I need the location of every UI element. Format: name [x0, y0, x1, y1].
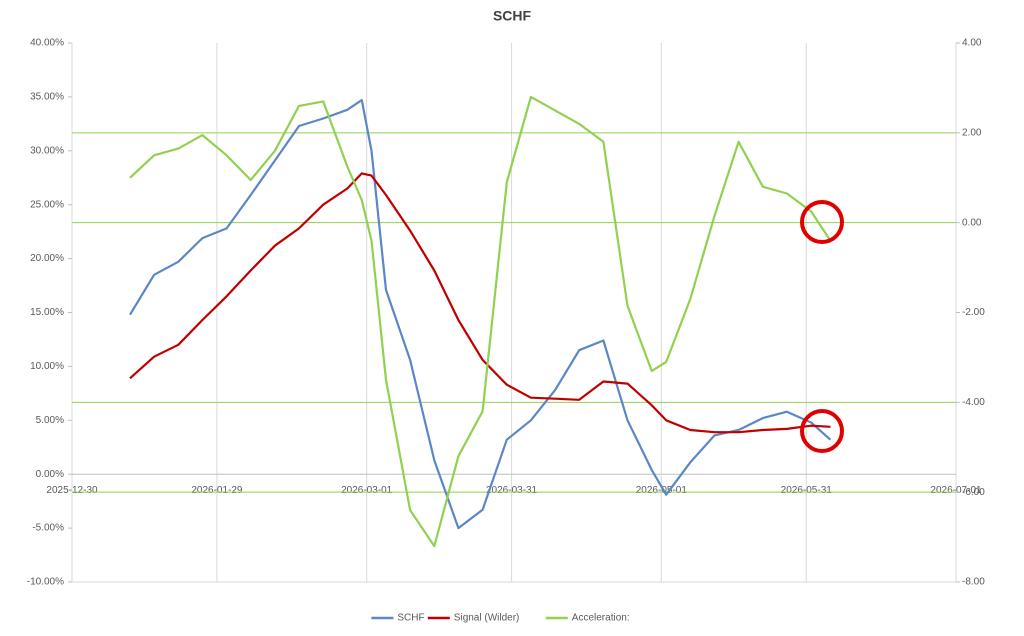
- legend-label: Signal (Wilder): [454, 613, 520, 624]
- y-tick-label: 20.00%: [30, 253, 64, 264]
- x-tick-label: 2026-03-31: [486, 485, 538, 496]
- y-tick-label: 35.00%: [30, 92, 64, 103]
- series-line: [129, 95, 832, 548]
- y-tick-label: 5.00%: [36, 415, 64, 426]
- plot: 2025-12-30 2026-01-29 2026-03-01 2026-03-31…: [27, 38, 985, 624]
- y2-tick-label: 4.00: [962, 38, 982, 49]
- y2-tick-label: 2.00: [962, 127, 982, 138]
- x-tick-label: 2026-05-01: [636, 485, 688, 496]
- series-line: [129, 172, 831, 434]
- chart-title: SCHF: [493, 8, 532, 24]
- x-tick-label: 2026-07-01: [930, 485, 982, 496]
- y-tick-label: 25.00%: [30, 199, 64, 210]
- y-tick-label: -5.00%: [32, 523, 64, 534]
- y2-tick-label: -6.00: [962, 487, 985, 498]
- y-tick-label: -10.00%: [27, 577, 64, 588]
- legend-label: Acceleration:: [572, 613, 630, 624]
- x-tick-label: 2025-12-30: [46, 485, 98, 496]
- y-tick-label: 40.00%: [30, 38, 64, 49]
- y-tick-label: 15.00%: [30, 307, 64, 318]
- y2-tick-label: 0.00: [962, 217, 982, 228]
- y-tick-label: 30.00%: [30, 145, 64, 156]
- y2-tick-label: -2.00: [962, 307, 985, 318]
- y2-tick-label: -4.00: [962, 397, 985, 408]
- y2-tick-label: -8.00: [962, 577, 985, 588]
- x-tick-label: 2026-01-29: [191, 485, 243, 496]
- highlight-circle: [800, 409, 844, 453]
- series-line: [129, 99, 832, 530]
- legend-label: SCHF: [397, 613, 424, 624]
- x-tick-label: 2026-05-31: [781, 485, 833, 496]
- x-tick-label: 2026-03-01: [341, 485, 393, 496]
- highlight-circle: [800, 200, 844, 244]
- y-tick-label: 10.00%: [30, 361, 64, 372]
- y-tick-label: 0.00%: [36, 469, 64, 480]
